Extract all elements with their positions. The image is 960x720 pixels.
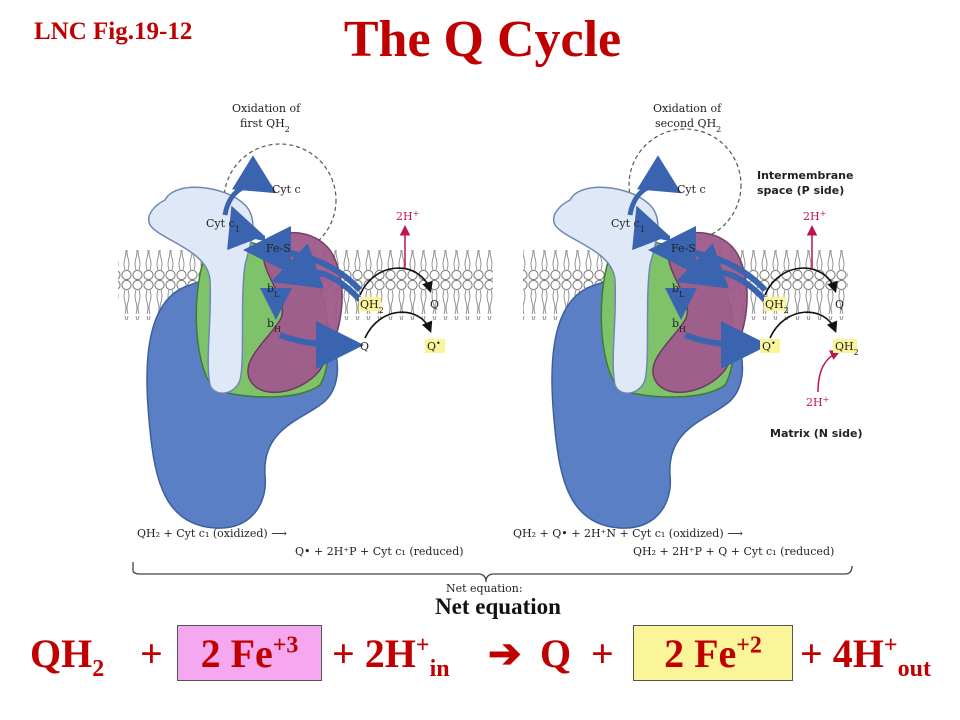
arrow-qh2-to-bl	[270, 243, 363, 303]
fe3-box: 2 Fe+3	[177, 625, 322, 681]
label-qh2: QH2	[765, 298, 789, 315]
eq-plus-2: +	[591, 631, 614, 676]
qh2-product-highlight	[833, 339, 857, 353]
slide-title: The Q Cycle	[343, 11, 622, 68]
cyt-c1-subunit	[553, 186, 659, 394]
arrow-to-cyt-c	[627, 155, 682, 216]
left-equation-line1: QH₂ + Cyt c₁ (oxidized) ⟶	[137, 527, 287, 540]
left-equation-line2: Q• + 2H⁺P + Cyt c₁ (reduced)	[295, 545, 464, 558]
caption-line1: Oxidation of	[653, 102, 722, 115]
label-fe-s: Fe-S	[266, 242, 291, 255]
label-cyt-c: Cyt c	[272, 183, 301, 196]
eq-h-out: + 4H+out	[800, 631, 931, 682]
net-equation: QH2 + 2 Fe+3 + 2H+in ➔ Q + 2 Fe+2 + 4H+o…	[30, 624, 960, 684]
arrow-proton-uptake	[817, 350, 841, 393]
label-bl: bL	[267, 282, 280, 299]
arrow-to-cyt-c	[222, 155, 277, 216]
fe2-box: 2 Fe+2	[633, 625, 793, 681]
arrow-qh2-to-q	[764, 267, 838, 296]
label-qh2: QH2	[360, 298, 384, 315]
caption-line1: Oxidation of	[232, 102, 301, 115]
caption-line2: second QH2	[655, 117, 721, 134]
label-fe-s: Fe-S	[671, 242, 696, 255]
label-proton-in: 2H+	[806, 395, 829, 410]
qh2-highlight	[764, 297, 786, 311]
label-cyt-c1: Cyt c1	[206, 217, 240, 234]
eq-arrow: ➔	[488, 631, 522, 676]
bracket-label: Net equation:	[446, 582, 523, 595]
left-panel: Oxidation of first QH2 Cyt c Cyt c1 Fe-S…	[118, 102, 493, 558]
arrow-qh2-to-bl	[675, 243, 768, 303]
label-q-radical: Q•	[427, 339, 441, 354]
label-proton-out: 2H+	[803, 209, 826, 224]
label-cyt-c: Cyt c	[677, 183, 706, 196]
right-equation-line2: QH₂ + 2H⁺P + Q + Cyt c₁ (reduced)	[633, 545, 834, 558]
arrow-qh2-to-q	[359, 267, 433, 296]
label-matrix: Matrix (N side)	[770, 427, 863, 440]
arrow-bh-to-q	[278, 320, 364, 369]
q-radical-highlight	[425, 339, 445, 353]
arrow-qradical-to-qh2	[769, 311, 838, 339]
label-q-top: Q	[430, 298, 439, 311]
eq-fe2: 2 Fe+2	[664, 630, 762, 676]
arrow-bh-to-qradical	[683, 320, 769, 369]
label-proton-out: 2H+	[396, 209, 419, 224]
label-bh: bH	[267, 317, 281, 334]
label-q-top: Q	[835, 298, 844, 311]
label-intermembrane-line1: Intermembrane	[757, 169, 853, 182]
label-bh: bH	[672, 317, 686, 334]
eq-h-in: + 2H+in	[332, 631, 450, 682]
right-equation-line1: QH₂ + Q• + 2H⁺N + Cyt c₁ (oxidized) ⟶	[513, 527, 743, 540]
caption-line2: first QH2	[240, 117, 290, 134]
net-equation-bracket	[132, 562, 853, 583]
right-panel: Oxidation of second QH2 Cyt c Cyt c1 Fe-…	[513, 102, 863, 558]
figure-label: LNC Fig.19-12	[34, 18, 193, 45]
qh2-highlight	[359, 297, 381, 311]
label-q-bottom: Q	[360, 340, 369, 353]
net-equation-label: Net equation	[435, 594, 561, 619]
eq-plus-1: +	[140, 631, 163, 676]
eq-qh2: QH2	[30, 631, 105, 682]
label-bl: bL	[672, 282, 685, 299]
q-radical-highlight	[760, 339, 780, 353]
arrow-q-to-qradical	[364, 311, 433, 339]
label-intermembrane-line2: space (P side)	[757, 184, 844, 197]
label-q-radical: Q•	[762, 339, 776, 354]
label-cyt-c1: Cyt c1	[611, 217, 645, 234]
cyt-c1-subunit	[148, 186, 254, 394]
eq-q: Q	[540, 631, 572, 676]
eq-fe3: 2 Fe+3	[200, 630, 299, 676]
label-qh2-product: QH2	[835, 340, 859, 357]
